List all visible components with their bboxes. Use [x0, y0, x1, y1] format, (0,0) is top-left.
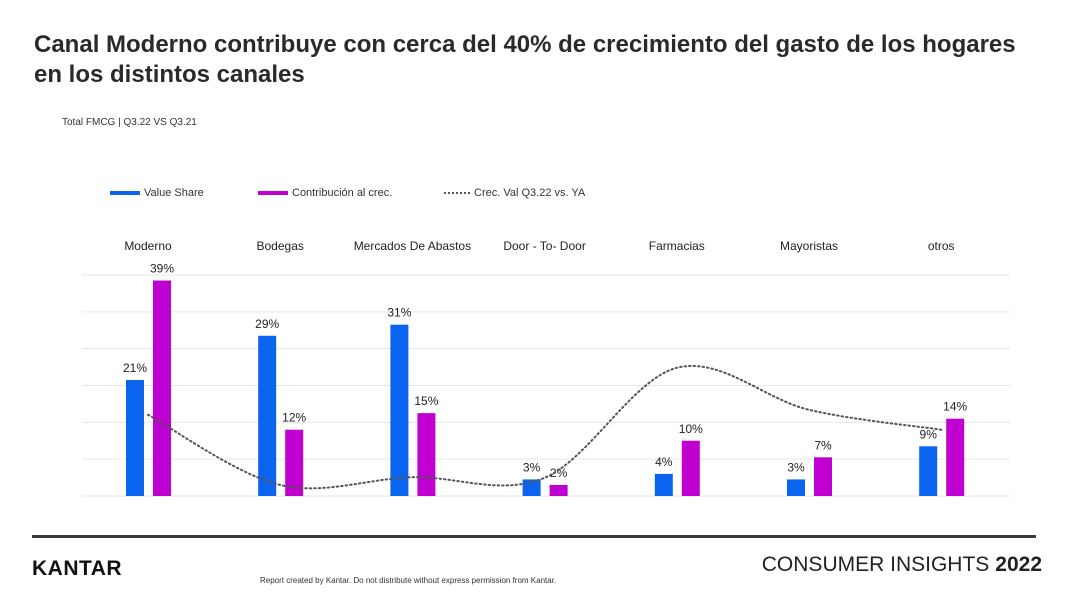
data-label: 4% — [655, 455, 673, 469]
slide-title: Canal Moderno contribuye con cerca del 4… — [34, 31, 1016, 88]
footer-divider — [32, 535, 1036, 538]
legend-crec-val: Crec. Val Q3.22 vs. YA — [444, 187, 585, 199]
value-share-bar — [787, 479, 805, 496]
value-share-bar — [126, 379, 144, 496]
category-label: Mercados De Abastos — [354, 239, 471, 253]
category-label: Mayoristas — [780, 239, 838, 253]
footer-note: Report created by Kantar. Do not distrib… — [260, 576, 557, 585]
legend-label: Value Share — [144, 187, 204, 199]
category-label: Door - To- Door — [503, 239, 585, 253]
value-share-bar — [258, 335, 277, 496]
legend-label: Contribución al crec. — [292, 187, 393, 199]
brand-year: 2022 — [995, 553, 1042, 576]
kantar-logo-text: KANTAR — [32, 557, 123, 580]
kantar-logo: KANTAR — [32, 557, 122, 581]
data-label: 21% — [123, 361, 147, 375]
data-label: 10% — [679, 422, 703, 436]
legend-value-share: Value Share — [110, 187, 204, 199]
legend-swatch-magenta — [258, 191, 288, 195]
data-label: 29% — [255, 317, 279, 331]
data-label: 9% — [920, 427, 938, 441]
data-label: 14% — [943, 400, 967, 414]
legend-label: Crec. Val Q3.22 vs. YA — [474, 187, 586, 199]
legend-contribucion: Contribución al crec. — [258, 187, 392, 199]
data-label: 2% — [550, 466, 568, 480]
contribucion-bar — [417, 413, 436, 496]
data-label: 15% — [414, 394, 438, 408]
value-share-bar — [654, 473, 673, 496]
data-label: 12% — [282, 411, 306, 425]
contribucion-bar — [285, 429, 304, 496]
value-share-bar — [522, 479, 541, 496]
contribucion-bar — [814, 457, 832, 496]
legend-swatch-blue — [110, 191, 140, 195]
category-label: Farmacias — [649, 239, 705, 253]
data-label: 3% — [523, 460, 541, 474]
slide-subtitle: Total FMCG | Q3.22 VS Q3.21 — [62, 117, 197, 128]
data-label: 3% — [787, 460, 805, 474]
contribucion-bar — [153, 280, 171, 496]
contribucion-bar — [681, 440, 700, 496]
category-label: otros — [928, 239, 955, 253]
legend-swatch-dotted — [444, 192, 470, 194]
contribucion-bar — [946, 418, 965, 496]
brand-text: CONSUMER INSIGHTS — [761, 553, 990, 576]
consumer-insights-brand: CONSUMER INSIGHTS 2022 — [762, 553, 1042, 577]
value-share-bar — [390, 324, 409, 496]
category-label: Moderno — [124, 239, 172, 253]
value-share-bar — [919, 446, 938, 496]
contribucion-bar — [549, 484, 568, 496]
data-label: 31% — [387, 306, 411, 320]
data-label: 39% — [150, 262, 174, 276]
data-label: 7% — [814, 438, 832, 452]
category-label: Bodegas — [257, 239, 304, 253]
crec-val-line — [147, 365, 943, 490]
